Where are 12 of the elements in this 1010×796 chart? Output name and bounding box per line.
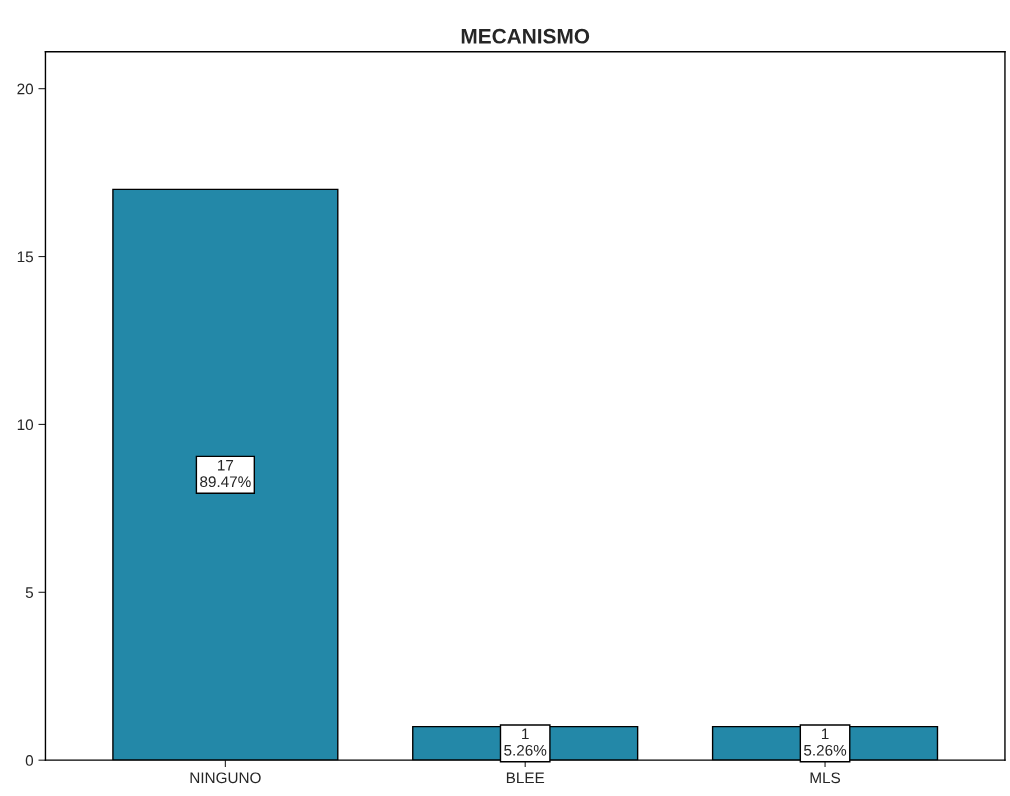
data-label: 1 5.26%	[504, 728, 547, 756]
data-label: 17 89.47%	[200, 460, 251, 488]
y-tick-label: 0	[25, 755, 34, 766]
x-tick-label: NINGUNO	[190, 772, 261, 784]
chart-title: MECANISMO	[461, 28, 590, 44]
y-tick-label: 5	[25, 587, 33, 598]
x-tick-label: BLEE	[506, 772, 545, 784]
data-label: 1 5.26%	[804, 728, 847, 756]
x-tick-label: MLS	[810, 772, 841, 784]
y-tick-label: 10	[17, 419, 34, 431]
y-tick-label: 20	[17, 83, 34, 95]
y-tick-label: 15	[17, 251, 34, 263]
